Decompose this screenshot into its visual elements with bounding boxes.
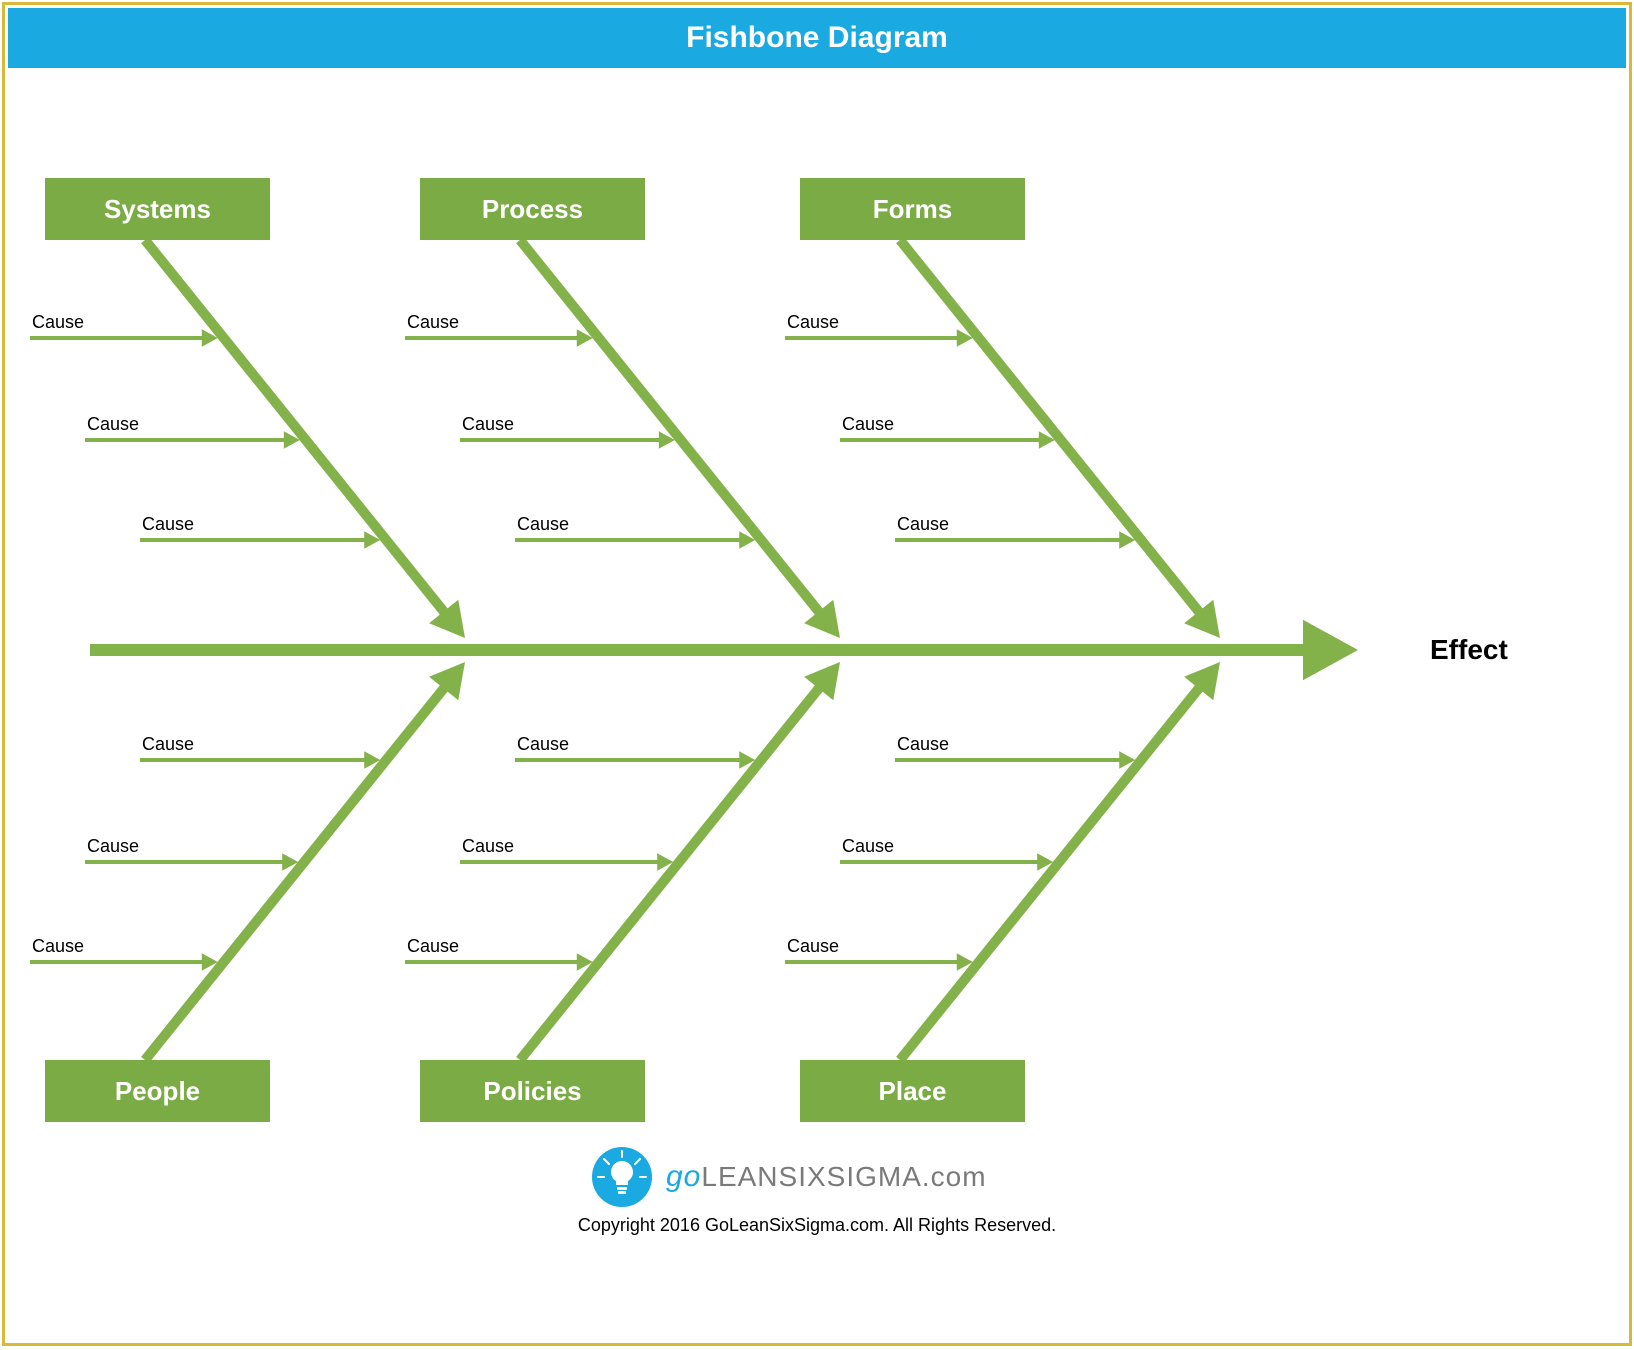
cause-label: Cause (462, 836, 514, 857)
cause-label: Cause (787, 312, 839, 333)
effect-label: Effect (1430, 634, 1508, 666)
cause-text: Cause (842, 414, 894, 434)
cause-text: Cause (142, 514, 194, 534)
cause-text: Cause (897, 514, 949, 534)
logo-com: .com (922, 1161, 987, 1193)
cause-text: Cause (842, 836, 894, 856)
category-box-place: Place (800, 1060, 1025, 1122)
cause-text: Cause (32, 312, 84, 332)
cause-label: Cause (842, 414, 894, 435)
cause-label: Cause (787, 936, 839, 957)
cause-text: Cause (32, 936, 84, 956)
category-box-systems: Systems (45, 178, 270, 240)
category-label: Forms (873, 194, 952, 225)
logo-text: go LEANSIXSIGMA .com (666, 1160, 987, 1194)
cause-text: Cause (87, 836, 139, 856)
category-box-policies: Policies (420, 1060, 645, 1122)
cause-label: Cause (462, 414, 514, 435)
cause-text: Cause (462, 836, 514, 856)
copyright-footer: Copyright 2016 GoLeanSixSigma.com. All R… (0, 1215, 1634, 1236)
effect-text: Effect (1430, 634, 1508, 665)
cause-label: Cause (517, 734, 569, 755)
cause-label: Cause (32, 936, 84, 957)
cause-label: Cause (897, 514, 949, 535)
cause-text: Cause (897, 734, 949, 754)
cause-text: Cause (407, 936, 459, 956)
cause-text: Cause (87, 414, 139, 434)
cause-label: Cause (142, 734, 194, 755)
category-label: Policies (483, 1076, 581, 1107)
cause-text: Cause (142, 734, 194, 754)
cause-label: Cause (517, 514, 569, 535)
lightbulb-icon (590, 1145, 654, 1209)
category-label: People (115, 1076, 200, 1107)
cause-label: Cause (32, 312, 84, 333)
cause-label: Cause (407, 312, 459, 333)
category-box-forms: Forms (800, 178, 1025, 240)
cause-text: Cause (787, 312, 839, 332)
logo-rest: LEANSIXSIGMA (701, 1161, 922, 1193)
copyright-text: Copyright 2016 GoLeanSixSigma.com. All R… (578, 1215, 1056, 1235)
cause-label: Cause (87, 414, 139, 435)
category-box-people: People (45, 1060, 270, 1122)
category-label: Place (879, 1076, 947, 1107)
cause-text: Cause (462, 414, 514, 434)
cause-text: Cause (787, 936, 839, 956)
cause-text: Cause (407, 312, 459, 332)
cause-label: Cause (87, 836, 139, 857)
cause-label: Cause (897, 734, 949, 755)
page: Fishbone Diagram Systems Process Forms P… (0, 0, 1634, 1350)
logo-go: go (666, 1160, 701, 1194)
cause-label: Cause (407, 936, 459, 957)
logo: go LEANSIXSIGMA .com (590, 1145, 987, 1209)
cause-label: Cause (842, 836, 894, 857)
category-label: Process (482, 194, 583, 225)
cause-text: Cause (517, 734, 569, 754)
category-box-process: Process (420, 178, 645, 240)
cause-label: Cause (142, 514, 194, 535)
category-label: Systems (104, 194, 211, 225)
cause-text: Cause (517, 514, 569, 534)
